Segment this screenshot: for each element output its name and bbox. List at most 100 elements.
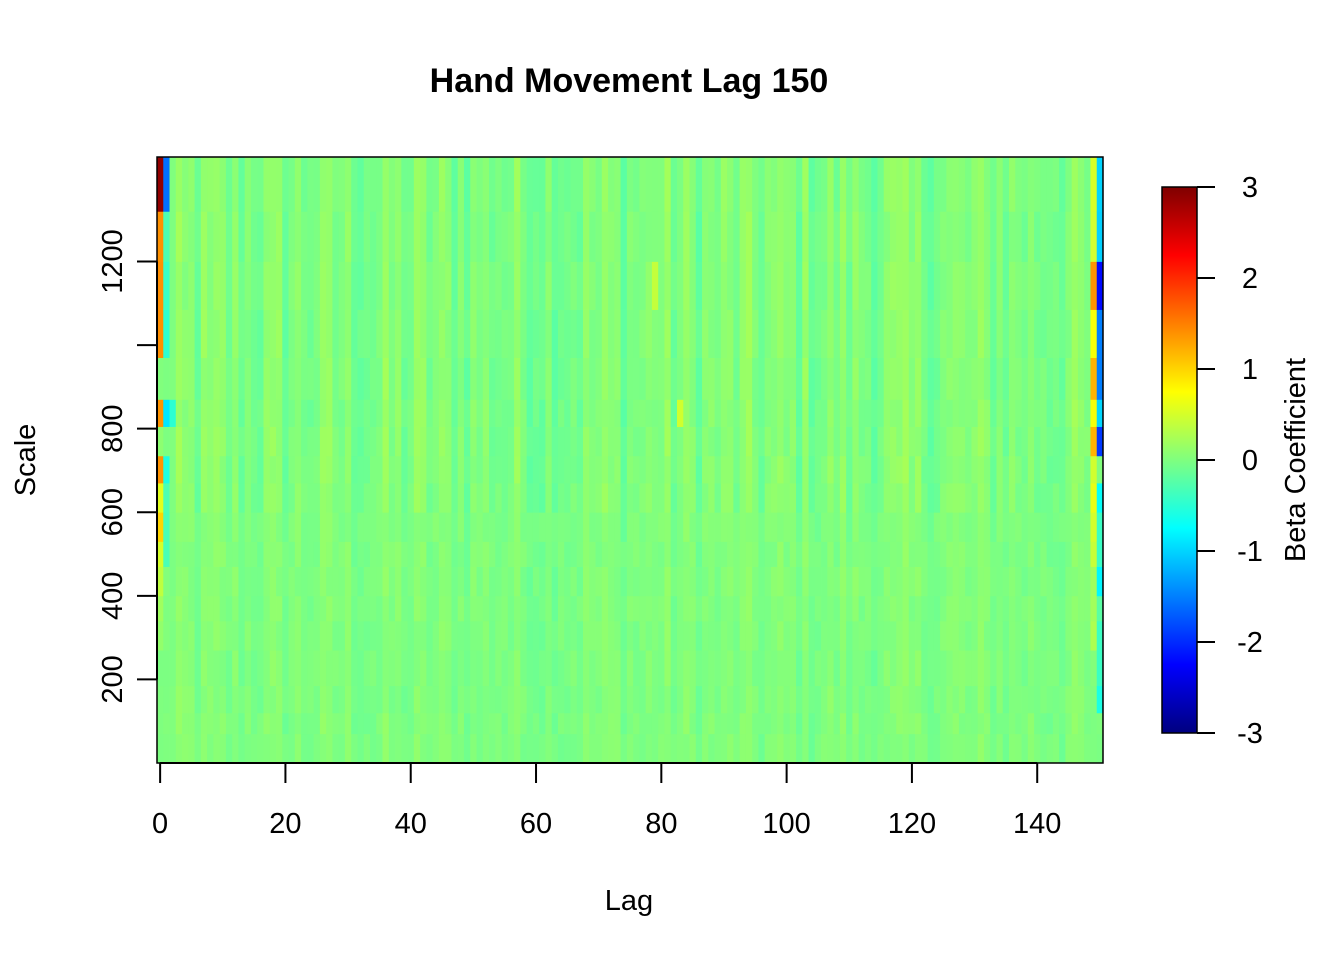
heatmap-cell [263, 211, 271, 262]
heatmap-cell [1090, 261, 1098, 310]
heatmap-cell [633, 685, 640, 714]
heatmap-cell [608, 455, 615, 484]
heatmap-cell [294, 357, 302, 400]
heatmap-cell [1027, 620, 1035, 651]
heatmap-cell [351, 512, 358, 542]
heatmap-cell [219, 261, 227, 310]
heatmap-cell [507, 426, 515, 457]
heatmap-cell [814, 685, 822, 714]
heatmap-cell [200, 357, 208, 400]
heatmap-cell [833, 685, 841, 714]
heatmap-cell [319, 541, 327, 567]
heatmap-cell [933, 455, 941, 484]
heatmap-cell [708, 309, 715, 358]
heatmap-cell [551, 309, 559, 358]
heatmap-cell [902, 541, 910, 567]
heatmap-cell [601, 541, 609, 567]
heatmap-cell [557, 712, 565, 735]
heatmap-cell [495, 426, 502, 457]
heatmap-cell [745, 733, 753, 764]
heatmap-cell [733, 261, 741, 310]
heatmap-cell [463, 357, 471, 400]
heatmap-cell [182, 541, 189, 567]
heatmap-cell [194, 357, 202, 400]
heatmap-cell [282, 426, 289, 457]
heatmap-cell [1071, 455, 1079, 484]
heatmap-cell [1002, 399, 1010, 427]
heatmap-cell [1046, 512, 1054, 542]
heatmap-cell [451, 733, 459, 764]
heatmap-cell [745, 399, 753, 427]
heatmap-cell [526, 357, 534, 400]
heatmap-cell [401, 157, 408, 212]
heatmap-cell [927, 455, 935, 484]
heatmap-cell [476, 157, 484, 212]
heatmap-cell [971, 399, 979, 427]
heatmap-cell [877, 309, 885, 358]
heatmap-cell [401, 685, 408, 714]
heatmap-cell [695, 211, 703, 262]
heatmap-cell [194, 733, 202, 764]
heatmap-cell [1015, 455, 1022, 484]
heatmap-cell [401, 541, 408, 567]
heatmap-cell [670, 541, 678, 567]
heatmap-cell [313, 357, 321, 400]
heatmap-cell [1090, 309, 1098, 358]
heatmap-cell [407, 650, 415, 687]
heatmap-cell [676, 650, 684, 687]
heatmap-cell [207, 650, 214, 687]
heatmap-cell [614, 512, 621, 542]
heatmap-cell [764, 211, 772, 262]
heatmap-cell [796, 541, 803, 567]
heatmap-cell [727, 261, 734, 310]
heatmap-cell [927, 399, 935, 427]
heatmap-cell [532, 512, 540, 542]
heatmap-cell [351, 685, 358, 714]
heatmap-cell [200, 650, 208, 687]
heatmap-cell [514, 482, 521, 513]
heatmap-cell [188, 309, 195, 358]
heatmap-cell [514, 566, 521, 597]
heatmap-cell [388, 566, 396, 597]
heatmap-cell [313, 595, 321, 622]
heatmap-cell [689, 261, 697, 310]
heatmap-cell [420, 512, 427, 542]
heatmap-cell [764, 650, 772, 687]
heatmap-cell [965, 357, 972, 400]
heatmap-cell [946, 650, 954, 687]
heatmap-cell [539, 482, 546, 513]
heatmap-cell [507, 482, 515, 513]
heatmap-cell [1040, 482, 1048, 513]
heatmap-cell [551, 211, 559, 262]
heatmap-cell [1096, 541, 1104, 567]
heatmap-cell [658, 512, 665, 542]
heatmap-cell [269, 211, 277, 262]
heatmap-cell [232, 482, 239, 513]
heatmap-cell [864, 309, 872, 358]
heatmap-cell [714, 482, 722, 513]
heatmap-cell [745, 512, 753, 542]
heatmap-cell [514, 357, 521, 400]
heatmap-cell [764, 157, 772, 212]
heatmap-cell [789, 211, 797, 262]
heatmap-cell [808, 512, 816, 542]
heatmap-cell [489, 261, 496, 310]
heatmap-cell [739, 620, 747, 651]
heatmap-cell [1002, 309, 1010, 358]
heatmap-cell [238, 650, 246, 687]
heatmap-cell [777, 541, 784, 567]
heatmap-cell [864, 357, 872, 400]
heatmap-cell [958, 541, 966, 567]
heatmap-cell [495, 399, 502, 427]
heatmap-cell [250, 541, 258, 567]
heatmap-cell [1059, 541, 1066, 567]
heatmap-cell [626, 620, 634, 651]
heatmap-cell [952, 357, 960, 400]
heatmap-cell [633, 357, 640, 400]
heatmap-cell [514, 650, 521, 687]
heatmap-cell [332, 541, 340, 567]
heatmap-cell [1071, 261, 1079, 310]
heatmap-cell [852, 712, 860, 735]
heatmap-cell [163, 650, 170, 687]
heatmap-cell [357, 357, 365, 400]
